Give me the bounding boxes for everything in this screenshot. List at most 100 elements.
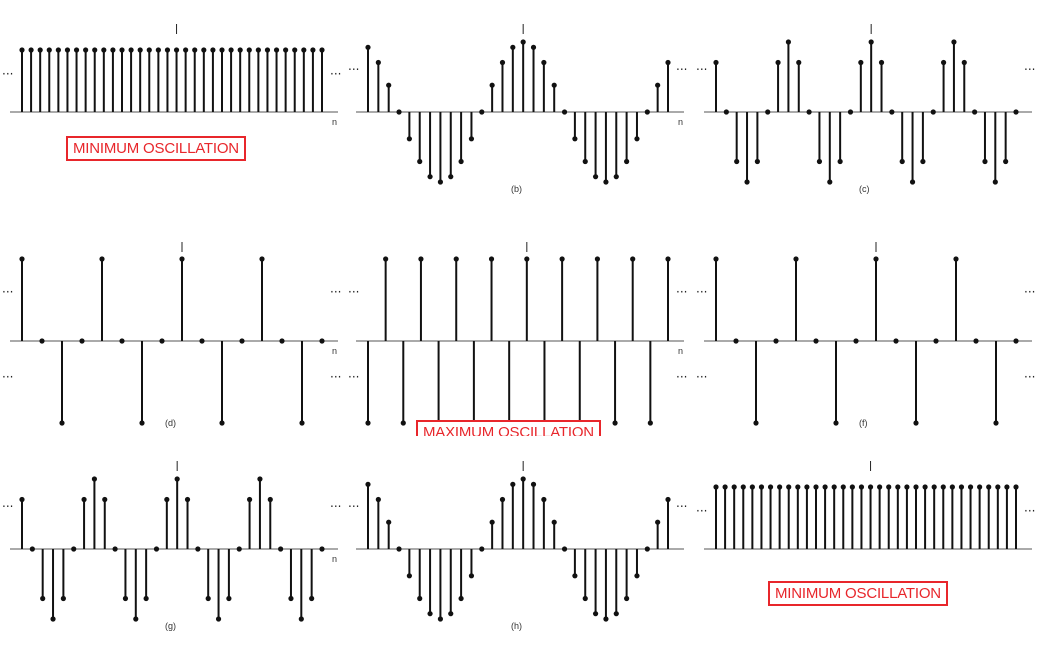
ellipsis-left: ···	[696, 285, 707, 299]
stem-sample	[153, 546, 160, 552]
stem-sample	[128, 47, 134, 112]
stem-sample	[853, 338, 859, 344]
stem-sample	[827, 112, 833, 185]
stem-sample	[365, 44, 371, 112]
stem-sample	[73, 47, 80, 112]
stem-sample	[159, 338, 165, 344]
stem-sample	[773, 338, 779, 344]
axis-label-n: n	[678, 346, 683, 356]
stem-sample	[630, 256, 636, 341]
stem-sample	[298, 549, 304, 622]
stem-sample	[594, 256, 601, 341]
stem-sample	[28, 47, 34, 112]
panel-sublabel-c: (c)	[859, 184, 870, 194]
stem-sample	[199, 338, 205, 344]
ellipsis-left: ···	[2, 67, 13, 81]
stem-sample	[133, 549, 139, 622]
stem-sample	[541, 59, 547, 112]
panel-e: ··· ··· ··· ··· n MAXIMUM OSCILLATION	[346, 218, 692, 436]
panel-sublabel-h: (h)	[511, 621, 522, 631]
stem-sample	[119, 47, 125, 112]
stem-sample	[777, 484, 783, 549]
stem-sample	[19, 496, 25, 549]
stem-sample	[913, 484, 919, 549]
stem-sample	[572, 549, 578, 579]
ellipsis-right: ···	[676, 63, 687, 77]
stem-sample	[551, 82, 557, 112]
stem-sample	[786, 484, 792, 549]
stem-sample	[722, 484, 728, 549]
panel-sublabel-g: (g)	[165, 621, 176, 631]
stem-sample	[179, 256, 185, 341]
stem-sample	[624, 112, 630, 165]
stem-sample	[400, 341, 406, 426]
stem-sample	[520, 476, 526, 549]
stem-sample	[804, 484, 810, 549]
stem-sample	[647, 341, 653, 426]
stem-sample	[365, 341, 371, 426]
stem-sample	[226, 549, 232, 602]
stem-sample	[867, 484, 874, 549]
stem-sample	[847, 109, 854, 115]
stem-sample	[749, 484, 755, 549]
stem-sample	[644, 109, 650, 115]
callout-box-a: MINIMUM OSCILLATION	[66, 136, 246, 161]
stem-sample	[904, 484, 910, 549]
stem-sample	[37, 47, 43, 112]
stem-sample	[55, 47, 61, 112]
stem-sample	[740, 484, 746, 549]
stem-sample	[19, 47, 25, 112]
stem-sample	[510, 481, 516, 549]
stem-sample	[453, 256, 459, 341]
stem-sample	[237, 47, 243, 112]
stem-sample	[143, 549, 149, 602]
stem-sample	[319, 338, 325, 344]
stem-plot-i: ··· ···	[696, 461, 1035, 550]
axis-label-n: n	[332, 554, 337, 564]
stem-sample	[259, 256, 265, 341]
stem-sample	[1003, 112, 1009, 165]
ellipsis-left: ···	[696, 504, 707, 518]
stem-sample	[813, 484, 819, 549]
stem-sample	[236, 546, 242, 552]
stem-sample	[886, 484, 892, 549]
stem-sample	[930, 109, 936, 115]
stem-sample	[506, 341, 512, 426]
stem-sample	[257, 476, 263, 549]
ellipsis-left-lower: ···	[2, 370, 13, 384]
stem-sample	[488, 256, 495, 341]
stem-sample	[561, 546, 568, 552]
stem-sample	[713, 59, 719, 112]
stem-sample	[365, 481, 371, 549]
stem-sample	[603, 549, 609, 622]
axis-label-n: n	[678, 117, 683, 127]
panel-f: ··· ··· ··· ··· (f)	[694, 218, 1040, 436]
stem-sample	[541, 496, 547, 549]
stem-sample	[986, 484, 992, 549]
stem-sample	[889, 109, 895, 115]
stem-sample	[435, 341, 442, 426]
stem-sample	[283, 47, 289, 112]
ellipsis-right-lower: ···	[676, 370, 687, 384]
stem-sample	[753, 341, 759, 426]
stem-sample	[205, 549, 211, 602]
stem-sample	[437, 112, 444, 185]
stem-sample	[895, 484, 901, 549]
panel-h: ··· ··· (h)	[346, 437, 692, 655]
stem-sample	[309, 549, 315, 602]
stem-sample	[592, 112, 599, 180]
stem-sample	[613, 112, 619, 180]
stem-sample	[977, 484, 983, 549]
stem-sample	[499, 496, 506, 549]
stem-sample	[396, 109, 402, 115]
stem-sample	[713, 484, 719, 549]
stem-sample	[940, 484, 946, 549]
ellipsis-right-lower: ···	[1024, 370, 1035, 384]
stem-sample	[655, 519, 661, 549]
stem-sample	[765, 109, 771, 115]
stem-sample	[301, 47, 307, 112]
stem-sample	[29, 546, 35, 552]
stem-sample	[19, 256, 25, 341]
stem-sample	[603, 112, 609, 185]
stem-sample	[967, 484, 974, 549]
